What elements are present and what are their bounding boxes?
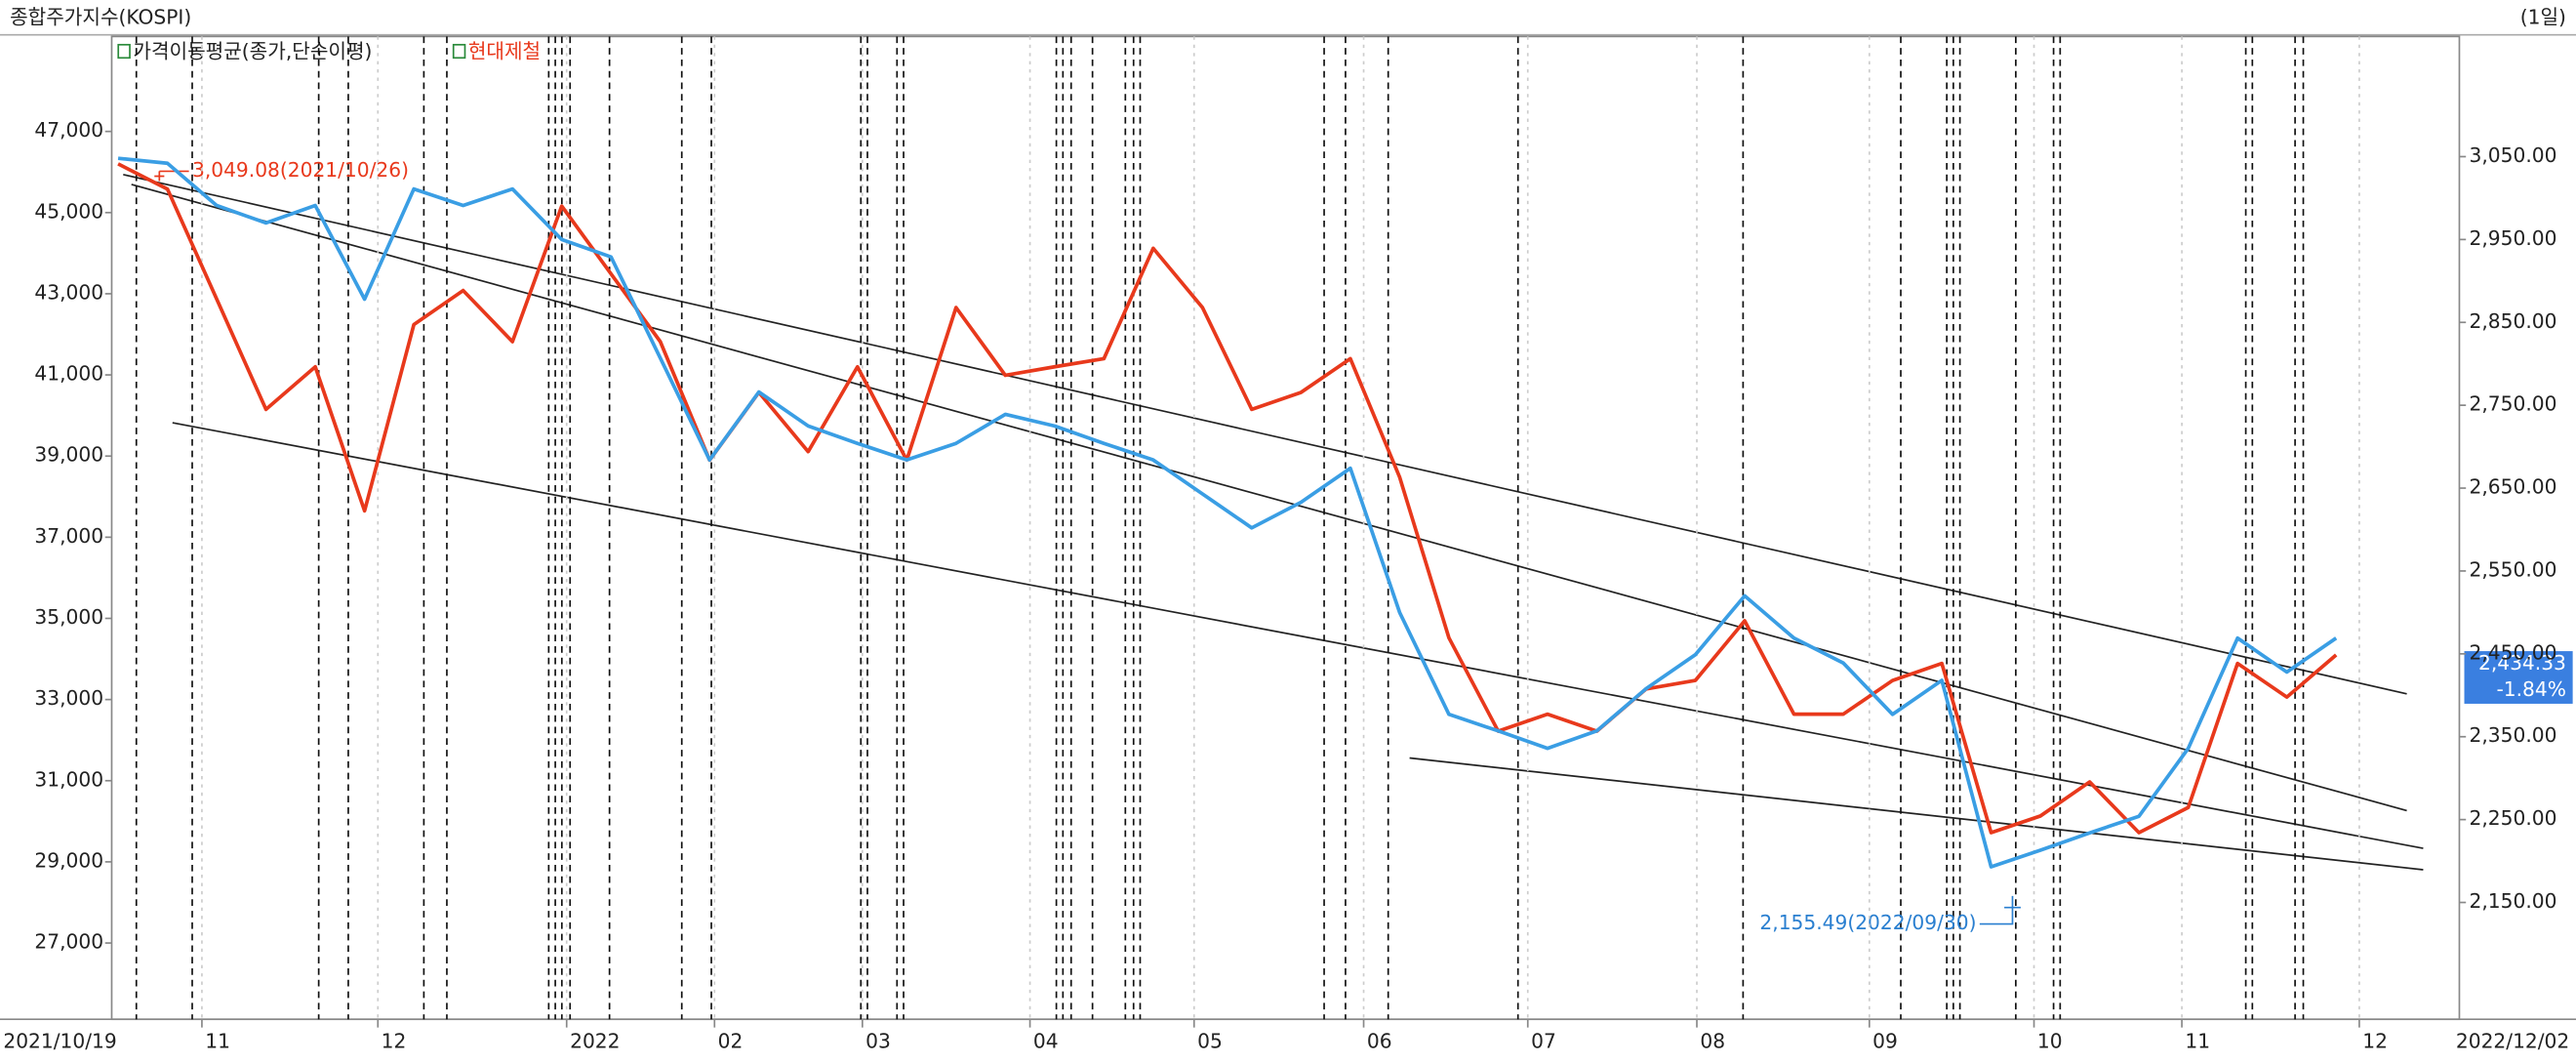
trend-lines [123,173,2424,871]
legend-icon [117,43,131,60]
annotation-marker [154,171,165,182]
legend-icon [452,43,466,60]
chart-title: 종합주가지수(KOSPI) [10,5,191,28]
y-tick-label: 39,000 [34,443,103,467]
y2-tick-label: 2,950.00 [2470,226,2557,250]
last-value-badge [2464,651,2573,704]
y2-tick-label: 2,450.00 [2470,640,2557,664]
y2-tick-label: 2,150.00 [2470,889,2557,913]
y-tick-label: 33,000 [34,686,103,710]
x-range-label: 2021/10/19 [3,1029,116,1052]
x-tick-label: 10 [2037,1029,2063,1052]
annotation: 2,155.49(2022/09/30) [1759,911,1976,934]
trend-line [172,422,2424,849]
y-tick-label: 45,000 [34,199,103,223]
annotation-marker [1979,895,2021,925]
series-line [117,156,2338,869]
x-tick-label: 11 [2185,1029,2210,1052]
trend-line [131,184,2407,812]
x-tick-label: 04 [1033,1029,1059,1052]
y2-tick-label: 2,750.00 [2470,392,2557,416]
y-tick-label: 37,000 [34,524,103,548]
y2-tick-label: 2,250.00 [2470,806,2557,830]
y-tick-label: 27,000 [34,930,103,954]
y2-tick-label: 2,350.00 [2470,723,2557,747]
annotation: 3,049.08(2021/10/26) [192,158,409,182]
y2-tick-label: 3,050.00 [2470,143,2557,167]
trend-line [123,173,2407,695]
x-range-label: 2022/12/02 [2456,1029,2569,1052]
x-tick-label: 12 [2362,1029,2388,1052]
y-tick-label: 35,000 [34,605,103,629]
y2-tick-label: 2,550.00 [2470,557,2557,581]
x-tick-label: 07 [1531,1029,1556,1052]
x-tick-label: 03 [865,1029,891,1052]
x-tick-label: 08 [1700,1029,1725,1052]
y2-tick-label: 2,850.00 [2470,309,2557,333]
last-change: -1.84% [2496,677,2565,701]
legend-label: 가격이동평균(종가,단순이평) [133,40,372,63]
x-tick-label: 02 [718,1029,744,1052]
x-tick-label: 12 [382,1029,407,1052]
x-tick-label: 05 [1197,1029,1223,1052]
last-value: 2,434.33 [2478,651,2566,675]
y2-tick-label: 2,650.00 [2470,475,2557,499]
y-tick-label: 31,000 [34,767,103,791]
x-tick-label: 2022 [570,1029,620,1052]
x-tick-label: 11 [205,1029,230,1052]
period-label: (1일) [2520,5,2566,28]
trend-line [1409,757,2424,871]
x-tick-label: 09 [1872,1029,1898,1052]
series-line [117,162,2338,835]
x-tick-label: 06 [1367,1029,1392,1052]
y-tick-label: 29,000 [34,848,103,872]
legend-label: 현대제철 [468,40,541,63]
y-tick-label: 41,000 [34,362,103,386]
y-tick-label: 43,000 [34,280,103,304]
y-tick-label: 47,000 [34,118,103,142]
